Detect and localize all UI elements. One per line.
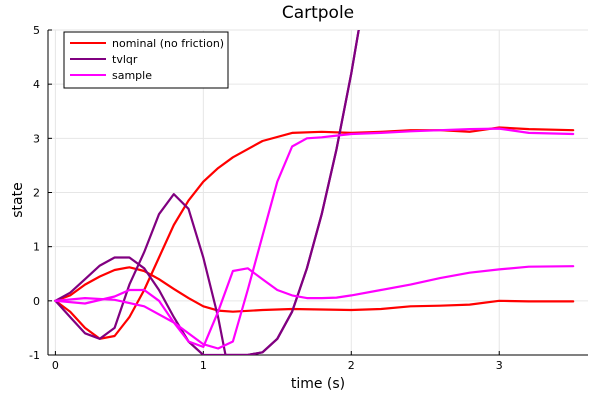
y-tick-label: 2 <box>33 187 40 200</box>
x-axis-label: time (s) <box>291 376 345 392</box>
series-line-2-2 <box>54 30 360 355</box>
x-tick-label: 0 <box>52 359 59 372</box>
y-tick-label: 3 <box>33 132 40 145</box>
legend-label: nominal (no friction) <box>112 37 224 50</box>
y-axis-label: state <box>10 182 26 217</box>
chart-title: Cartpole <box>282 3 354 23</box>
series-line-1-1 <box>54 126 575 340</box>
y-tick-label: 5 <box>33 24 40 37</box>
x-tick-label: 1 <box>200 359 207 372</box>
series-layer <box>54 30 575 355</box>
y-tick-label: -1 <box>29 349 40 362</box>
x-ticks: 0 1 2 3 <box>52 351 503 372</box>
series-line-3-2 <box>54 265 575 348</box>
y-tick-label: 0 <box>33 295 40 308</box>
series-line-1-2 <box>54 266 575 313</box>
legend-label: tvlqr <box>112 53 138 66</box>
series-line-3-1 <box>54 127 575 350</box>
y-ticks: -1 0 1 2 3 4 5 <box>29 24 52 362</box>
legend: nominal (no friction) tvlqr sample <box>63 31 229 89</box>
y-tick-label: 1 <box>33 241 40 254</box>
y-tick-label: 4 <box>33 78 40 91</box>
x-tick-label: 3 <box>496 359 503 372</box>
legend-label: sample <box>112 69 152 82</box>
x-tick-label: 2 <box>348 359 355 372</box>
